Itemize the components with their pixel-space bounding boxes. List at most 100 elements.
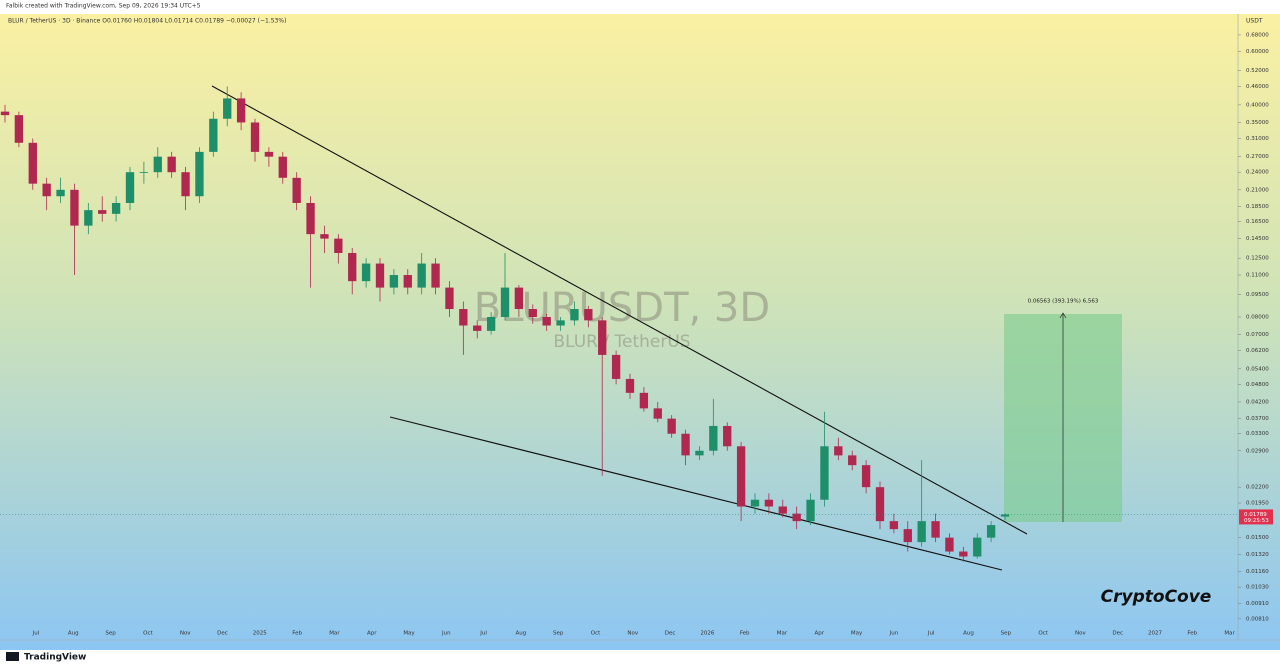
y-tick-label: 0.08000: [1246, 315, 1269, 321]
candle-body: [514, 287, 524, 310]
x-tick-label: Apr: [815, 631, 825, 637]
candle-body: [139, 172, 149, 173]
x-tick-label: Sep: [1001, 631, 1012, 637]
candle-body: [417, 263, 426, 288]
candle-body: [28, 142, 37, 184]
y-tick-label: 0.60000: [1246, 49, 1269, 55]
x-tick-label: Jul: [479, 631, 487, 637]
x-tick-label: Aug: [963, 631, 974, 637]
price-tag-label: 0.01789: [1244, 512, 1267, 518]
candle-body: [542, 317, 551, 326]
x-tick-label: Nov: [180, 631, 191, 637]
candle-body: [723, 425, 732, 447]
candle-body: [320, 234, 329, 239]
candle-body: [167, 156, 176, 173]
symbol-header: BLUR / TetherUS · 3D · Binance O0.01760 …: [8, 18, 286, 25]
credit: Falbik created with TradingView.com, Sep…: [6, 3, 201, 10]
y-tick-label: 0.06200: [1246, 348, 1269, 354]
countdown: 09:25:53: [1244, 518, 1269, 524]
x-tick-label: Nov: [627, 631, 638, 637]
candle-body: [903, 529, 912, 543]
y-tick-label: 0.01320: [1246, 552, 1269, 558]
y-tick-label: 0.00810: [1246, 616, 1269, 622]
y-tick-label: 0.02900: [1246, 448, 1269, 454]
x-tick-label: Oct: [1038, 631, 1048, 637]
candle-body: [334, 238, 343, 254]
y-tick-label: 0.04200: [1246, 399, 1269, 405]
x-tick-label: May: [851, 631, 863, 637]
candle-body: [695, 450, 704, 456]
measure-arrowhead: [1059, 312, 1067, 319]
candle-body: [639, 392, 649, 409]
candle-body: [653, 408, 662, 419]
marks: 0.68000 0.60000 0.52000 0.46000 0.40000 0.350…: [0, 32, 1273, 637]
x-tick-label: Dec: [217, 631, 228, 637]
candle-body: [889, 521, 899, 530]
axis-currency: USDT: [1246, 18, 1263, 25]
x-tick-label: 2026: [700, 631, 714, 637]
y-tick-label: 0.11000: [1246, 273, 1269, 279]
candle-body: [973, 537, 982, 557]
candle-body: [834, 446, 843, 456]
y-tick-label: 0.05400: [1246, 366, 1269, 372]
lower-trendline: [389, 416, 1003, 571]
candle-body: [486, 317, 496, 331]
y-tick-label: 0.46000: [1246, 84, 1269, 90]
signature: CryptoCove: [1101, 587, 1212, 607]
top-bar: [0, 0, 1280, 14]
candle-body: [403, 275, 412, 288]
candle-body: [598, 320, 607, 355]
y-tick-label: 0.31000: [1246, 136, 1269, 142]
candle-body: [389, 275, 399, 288]
price-tag: [1239, 509, 1273, 525]
candle-body: [917, 521, 926, 543]
brand-icon: [6, 652, 19, 661]
y-tick-label: 0.18500: [1246, 204, 1269, 210]
candle-body: [153, 156, 162, 173]
x-tick-label: Mar: [1224, 631, 1235, 637]
candle-body: [111, 202, 121, 214]
y-tick-label: 0.68000: [1246, 32, 1269, 38]
upper-trendline: [211, 85, 1028, 535]
candle-body: [709, 425, 718, 451]
y-tick-label: 0.09500: [1246, 292, 1269, 298]
candle-body: [0, 111, 10, 116]
candle-body: [764, 499, 774, 507]
x-tick-label: Mar: [329, 631, 340, 637]
candle-body: [98, 210, 107, 214]
x-tick-label: May: [403, 631, 415, 637]
candle-body: [584, 309, 593, 321]
candle-body: [264, 151, 274, 157]
candle-body: [348, 253, 357, 282]
candle-body: [528, 309, 537, 318]
y-tick-label: 0.14500: [1246, 236, 1269, 242]
candle-body: [375, 263, 385, 288]
candle-body: [959, 551, 968, 557]
candle-body: [181, 172, 190, 197]
y-tick-label: 0.01030: [1246, 585, 1269, 591]
y-tick-label: 0.40000: [1246, 102, 1269, 108]
candle-body: [945, 537, 954, 552]
candle-body: [875, 487, 885, 522]
candle-body: [195, 151, 204, 197]
y-tick-label: 0.52000: [1246, 68, 1269, 74]
x-tick-label: Jun: [889, 631, 899, 637]
y-tick-label: 0.04800: [1246, 382, 1269, 388]
x-tick-label: Sep: [105, 631, 116, 637]
x-tick-label: Feb: [1187, 631, 1197, 637]
y-tick-label: 0.01500: [1246, 535, 1269, 541]
candle-body: [473, 325, 482, 331]
x-tick-label: Sep: [553, 631, 564, 637]
footer: [0, 650, 1280, 671]
y-tick-label: 0.03300: [1246, 431, 1269, 437]
candle-body: [806, 499, 815, 522]
y-tick-label: 0.01160: [1246, 569, 1269, 575]
candle-body: [570, 309, 579, 321]
candle-body: [1000, 514, 1010, 517]
candle-body: [778, 506, 787, 514]
y-tick-label: 0.01950: [1246, 501, 1269, 507]
candle-body: [681, 433, 690, 456]
measure-label: 0.06563 (393.19%) 6,563: [1028, 299, 1099, 305]
x-tick-label: Jun: [441, 631, 451, 637]
candle-body: [70, 189, 79, 226]
